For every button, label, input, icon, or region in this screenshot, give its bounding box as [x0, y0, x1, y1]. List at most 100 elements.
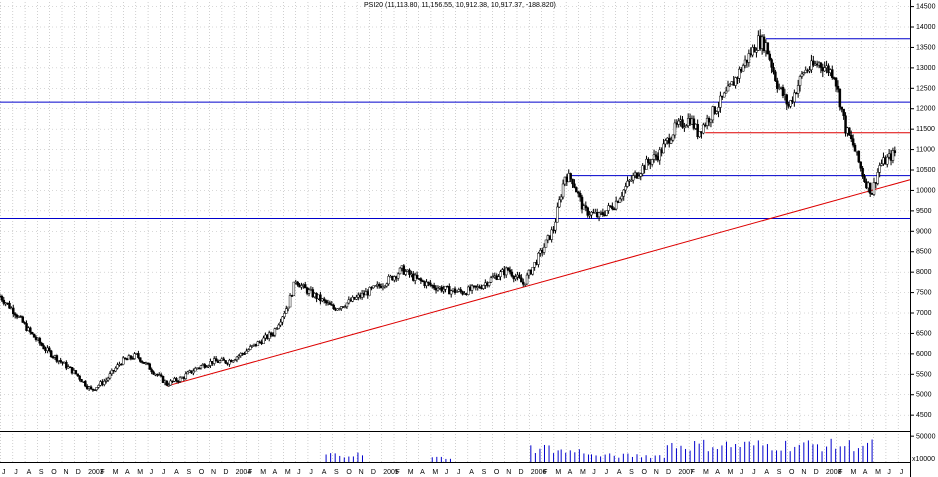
candle-body: [404, 271, 407, 275]
candle-body: [702, 124, 705, 134]
candle-body: [42, 345, 45, 350]
candle-body: [385, 283, 388, 287]
month-label: F: [691, 469, 695, 476]
candle-body: [743, 59, 747, 66]
price-tick-label: 5500: [916, 371, 932, 378]
candle-body: [607, 205, 610, 211]
candle-body: [40, 342, 43, 346]
candle-body: [613, 208, 616, 211]
candle-body: [432, 285, 436, 289]
month-label: F: [838, 469, 842, 476]
candle-body: [800, 73, 804, 77]
candle-body: [823, 67, 826, 72]
candle-body: [559, 196, 563, 201]
candle-body: [658, 149, 661, 161]
month-label: J: [150, 469, 154, 476]
candle-body: [178, 377, 182, 382]
month-label: O: [199, 469, 205, 476]
price-tick-label: 12500: [916, 85, 936, 92]
month-label: D: [666, 469, 671, 476]
price-tick-label: 12000: [916, 106, 936, 113]
candle-body: [601, 212, 605, 215]
candle-body: [838, 88, 842, 108]
candle-body: [104, 379, 108, 382]
candle-body: [550, 229, 553, 240]
candle-body: [609, 205, 612, 207]
candle-body: [169, 380, 172, 386]
candle-body: [664, 140, 667, 145]
candle-body: [152, 371, 155, 375]
candle-body: [844, 115, 847, 134]
month-label: A: [420, 469, 425, 476]
candle-body: [175, 378, 178, 382]
candle-body: [781, 87, 785, 96]
month-label: D: [371, 469, 376, 476]
price-tick-label: 11000: [916, 147, 935, 154]
price-candles: [0, 29, 897, 392]
candle-body: [605, 210, 608, 216]
candle-body: [103, 380, 106, 385]
candle-body: [772, 67, 775, 73]
candle-body: [726, 85, 730, 92]
candle-body: [108, 373, 112, 379]
candle-body: [194, 368, 197, 372]
candle-body: [669, 139, 673, 144]
candle-body: [415, 274, 419, 279]
candle-body: [383, 285, 387, 288]
candle-body: [421, 280, 425, 282]
candle-body: [785, 94, 789, 105]
candle-body: [808, 69, 811, 72]
candle-body: [0, 295, 4, 301]
candle-body: [571, 178, 574, 185]
candle-body: [93, 389, 97, 391]
candle-body: [89, 386, 93, 390]
candle-body: [482, 285, 485, 289]
candle-body: [886, 156, 889, 165]
month-label: 2007: [678, 469, 694, 476]
candle-body: [554, 221, 557, 231]
candle-body: [645, 158, 648, 170]
month-label: M: [113, 469, 119, 476]
candle-body: [285, 308, 288, 314]
candle-body: [256, 341, 260, 347]
candle-body: [717, 107, 720, 112]
candle-body: [533, 262, 536, 268]
candle-body: [576, 191, 580, 194]
candle-body: [283, 313, 286, 318]
candle-body: [455, 291, 459, 293]
candle-body: [724, 90, 728, 94]
candle-body: [377, 284, 381, 287]
candle-body: [262, 337, 265, 344]
month-label: A: [27, 469, 32, 476]
candle-body: [84, 381, 87, 387]
candle-body: [120, 363, 123, 366]
candle-body: [618, 198, 622, 203]
candle-body: [55, 355, 59, 362]
candle-body: [324, 300, 328, 304]
candle-body: [319, 294, 322, 302]
month-label: N: [801, 469, 806, 476]
candle-body: [76, 373, 79, 377]
month-label: 2005: [383, 469, 399, 476]
candle-body: [478, 286, 481, 289]
month-label: O: [494, 469, 500, 476]
candle-body: [812, 60, 815, 66]
price-tick-label: 11500: [916, 126, 935, 133]
candle-body: [110, 370, 114, 374]
candle-body: [525, 274, 529, 285]
candle-body: [186, 371, 189, 375]
candle-body: [292, 281, 296, 297]
month-label: S: [334, 469, 339, 476]
candle-body: [497, 276, 500, 280]
price-tick-label: 7500: [916, 290, 932, 297]
candle-body: [713, 106, 716, 114]
candle-body: [228, 360, 231, 365]
candle-body: [322, 298, 326, 301]
candle-body: [793, 92, 796, 103]
candle-body: [245, 350, 248, 354]
price-axis: 4500 5000 5500 6000 6500 7000 7500 8000 8500 9000…: [910, 4, 936, 419]
price-tick-label: 9500: [916, 208, 932, 215]
candle-body: [281, 316, 284, 323]
candle-body: [243, 353, 246, 355]
candle-body: [140, 361, 144, 363]
